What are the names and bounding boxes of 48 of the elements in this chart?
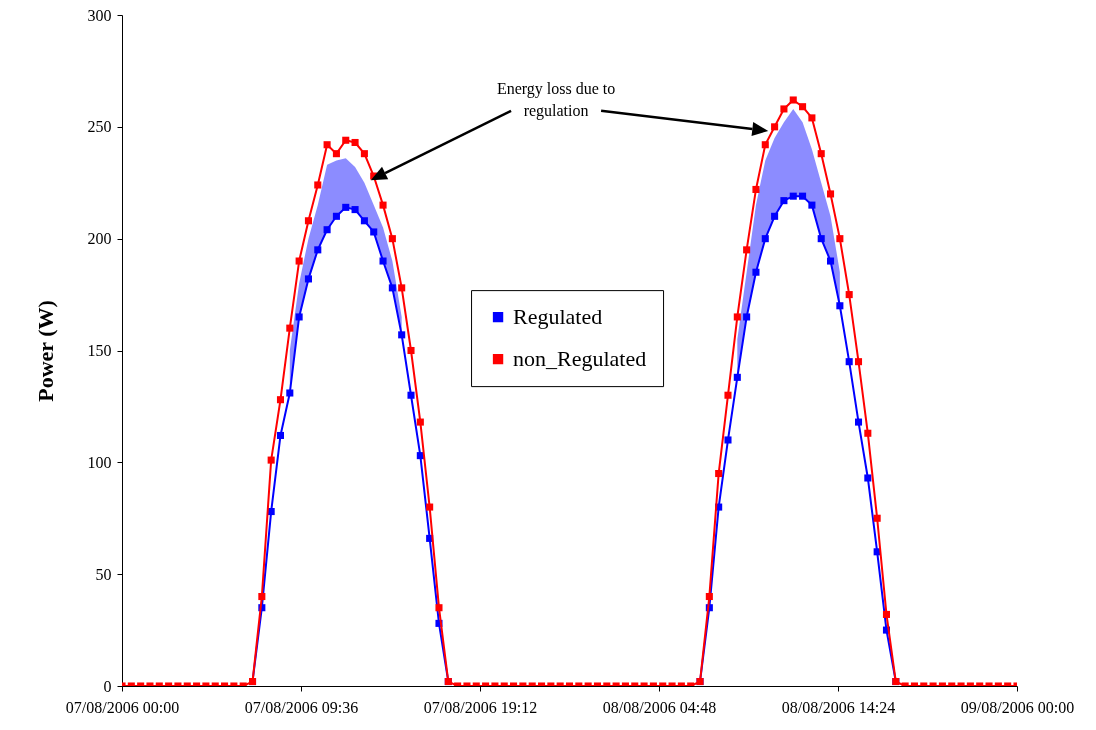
legend-label: non_Regulated bbox=[513, 346, 647, 372]
x-tick-label: 07/08/2006 19:12 bbox=[423, 698, 538, 716]
x-tick-label: 08/08/2006 04:48 bbox=[602, 698, 717, 716]
y-tick-label: 250 bbox=[87, 118, 112, 136]
x-tick-label: 07/08/2006 09:36 bbox=[244, 698, 359, 716]
point bbox=[304, 275, 312, 283]
point bbox=[743, 313, 751, 321]
point bbox=[370, 228, 378, 236]
point bbox=[808, 201, 816, 209]
point bbox=[286, 389, 294, 397]
y-tick-label: 150 bbox=[87, 342, 112, 359]
point bbox=[771, 212, 779, 220]
point bbox=[388, 284, 396, 292]
point bbox=[854, 418, 863, 426]
y-tick-label: 100 bbox=[87, 453, 112, 471]
x-tick-label: 09/08/2006 00:00 bbox=[960, 698, 1075, 716]
point bbox=[332, 212, 340, 220]
point bbox=[342, 203, 350, 211]
point bbox=[799, 192, 807, 200]
x-tick-label: 08/08/2006 14:24 bbox=[781, 698, 896, 716]
point bbox=[407, 391, 415, 399]
point bbox=[323, 226, 331, 234]
point bbox=[827, 257, 835, 265]
point bbox=[295, 313, 303, 321]
point bbox=[379, 257, 387, 265]
y-tick-label: 0 bbox=[103, 677, 112, 695]
point bbox=[351, 206, 359, 214]
legend-label: Regulated bbox=[513, 304, 603, 330]
point bbox=[360, 217, 368, 225]
annotation: Energy loss due to regulation bbox=[496, 79, 616, 120]
point bbox=[276, 431, 285, 440]
point bbox=[864, 474, 872, 482]
point bbox=[733, 373, 741, 381]
point bbox=[817, 235, 825, 243]
point bbox=[752, 268, 760, 276]
y-tick-label: 50 bbox=[95, 565, 112, 583]
x-tick-label: 07/08/2006 00:00 bbox=[65, 698, 180, 716]
point bbox=[780, 197, 788, 205]
y-tick-label: 200 bbox=[87, 230, 112, 248]
point bbox=[836, 302, 844, 310]
y-axis-title: Power (W) bbox=[32, 300, 58, 402]
point bbox=[724, 436, 732, 444]
point bbox=[845, 358, 853, 366]
point bbox=[398, 331, 406, 339]
point bbox=[789, 192, 797, 200]
y-tick-label: 300 bbox=[87, 6, 112, 24]
point bbox=[314, 246, 322, 254]
point bbox=[761, 235, 769, 243]
